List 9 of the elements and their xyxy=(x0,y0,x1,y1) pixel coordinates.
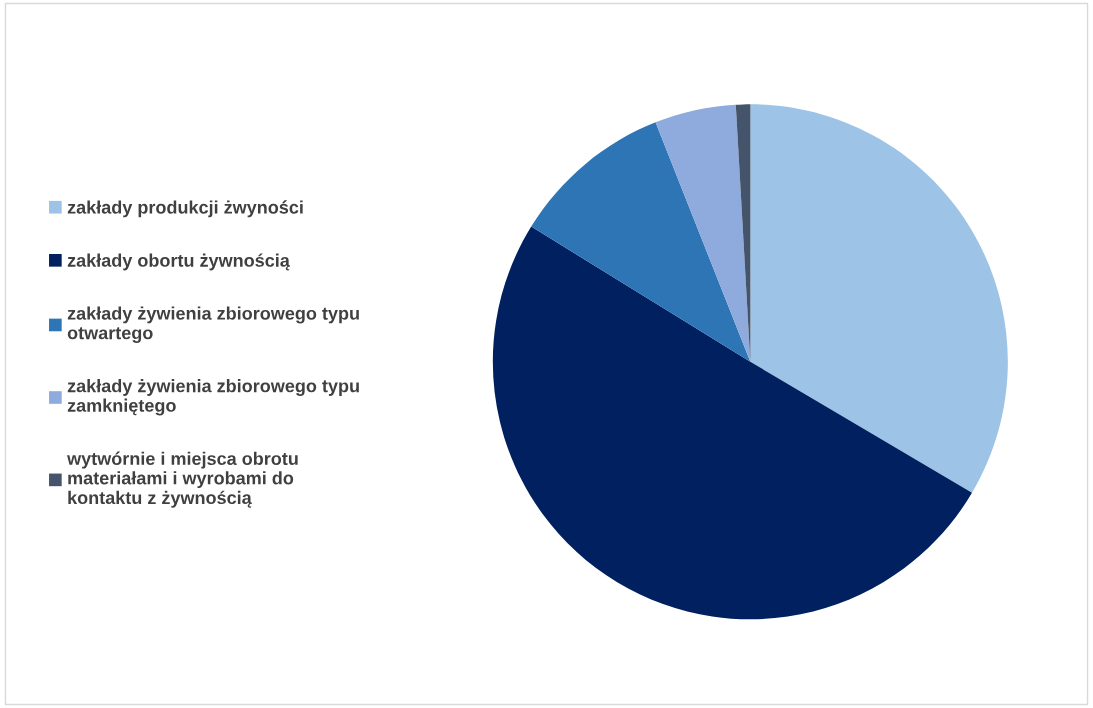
pie-slice xyxy=(750,104,1008,493)
pie-slice xyxy=(655,104,751,362)
pie-slice xyxy=(492,226,972,620)
legend-label: zakłady żywienia zbiorowego typu zamkniętego xyxy=(67,379,359,416)
legend-label: zakłady produkcji żwyności xyxy=(67,200,303,218)
pie-slice xyxy=(531,122,751,362)
legend-label: wytwórnie i miejsca obrotu materiałami i wyrobami do kontaktu z żywnością xyxy=(67,451,298,508)
legend-label: zakłady żywienia zbiorowego typu otwartego xyxy=(67,306,359,343)
legend-label: zakłady obortu żywnością xyxy=(67,253,290,271)
